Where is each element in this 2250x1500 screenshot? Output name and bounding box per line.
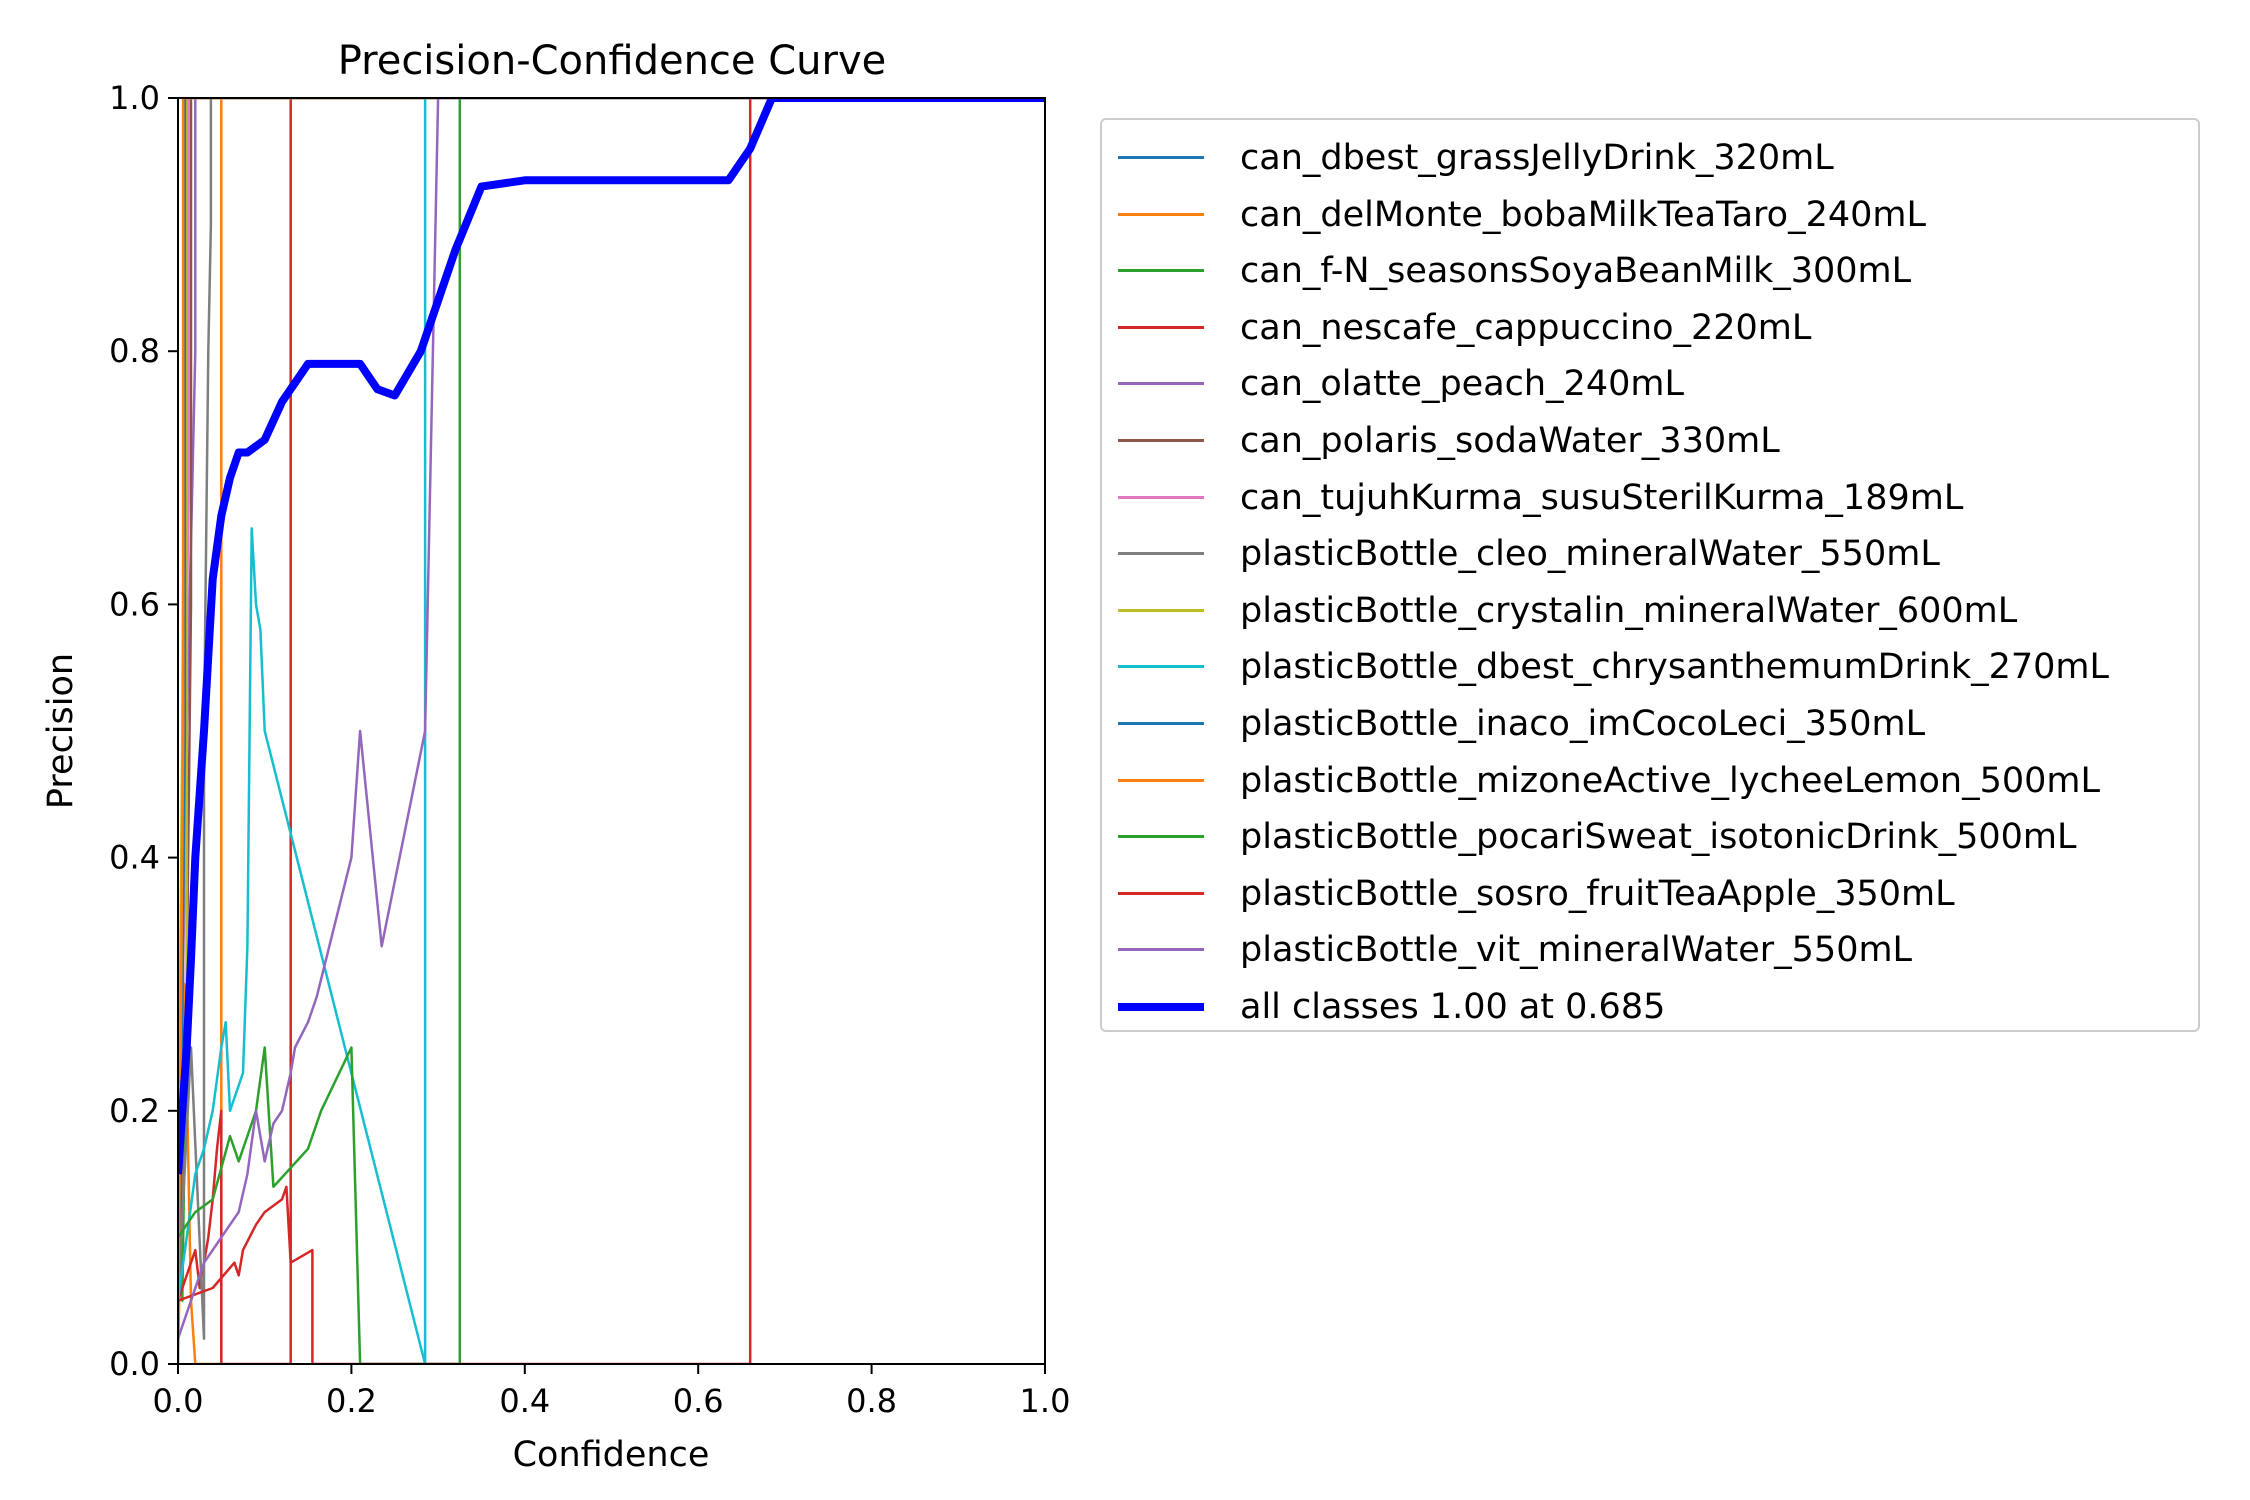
legend-label: plasticBottle_pocariSweat_isotonicDrink_… xyxy=(1240,817,2077,858)
legend-item: can_dbest_grassJellyDrink_320mL xyxy=(1116,130,2196,186)
legend-item: plasticBottle_pocariSweat_isotonicDrink_… xyxy=(1116,809,2196,865)
legend-label: plasticBottle_sosro_fruitTeaApple_350mL xyxy=(1240,873,1955,914)
legend-swatch xyxy=(1118,156,1204,159)
legend-item: can_delMonte_bobaMilkTeaTaro_240mL xyxy=(1116,187,2196,243)
legend-item: can_nescafe_cappuccino_220mL xyxy=(1116,300,2196,356)
legend-swatch xyxy=(1118,891,1204,895)
legend-item: plasticBottle_sosro_fruitTeaApple_350mL xyxy=(1116,866,2196,922)
series-line-11 xyxy=(178,98,1045,1301)
legend-swatch xyxy=(1118,325,1204,329)
legend-item: plasticBottle_cleo_mineralWater_550mL xyxy=(1116,526,2196,582)
legend-swatch xyxy=(1118,948,1204,952)
legend-label: can_tujuhKurma_susuSterilKurma_189mL xyxy=(1240,477,1964,518)
legend-item: can_polaris_sodaWater_330mL xyxy=(1116,413,2196,469)
plot-area xyxy=(178,98,1045,1364)
x-axis-label: Confidence xyxy=(513,1435,710,1475)
x-tick-label: 1.0 xyxy=(1020,1382,1071,1420)
legend-label: can_olatte_peach_240mL xyxy=(1240,364,1684,405)
series-line-7 xyxy=(178,98,1045,1301)
x-tick-label: 0.4 xyxy=(499,1382,550,1420)
y-tick-label: 1.0 xyxy=(109,79,160,117)
series-line-15 xyxy=(178,98,1045,1340)
legend-label: all classes 1.00 at 0.685 xyxy=(1240,987,1666,1027)
legend-item: plasticBottle_crystalin_mineralWater_600… xyxy=(1116,583,2196,639)
series-line-14 xyxy=(178,98,1045,1364)
series-line-3 xyxy=(178,98,1045,1302)
x-axis: 0.0 0.2 0.4 0.6 0.8 1.0 xyxy=(153,1364,1071,1420)
legend-swatch xyxy=(1118,722,1204,725)
legend-item: plasticBottle_mizoneActive_lycheeLemon_5… xyxy=(1116,753,2196,809)
y-tick-label: 0.4 xyxy=(109,839,160,877)
legend-item: plasticBottle_vit_mineralWater_550mL xyxy=(1116,922,2196,978)
legend-item: all classes 1.00 at 0.685 xyxy=(1116,979,2196,1035)
legend-label: plasticBottle_cleo_mineralWater_550mL xyxy=(1240,534,1940,575)
y-tick-label: 0.6 xyxy=(109,585,160,623)
legend-label: can_f-N_seasonsSoyaBeanMilk_300mL xyxy=(1240,251,1912,292)
series-line-10 xyxy=(178,98,1045,1364)
legend-label: can_delMonte_bobaMilkTeaTaro_240mL xyxy=(1240,194,1926,235)
series-line-13 xyxy=(178,98,1045,1364)
y-tick-label: 0.2 xyxy=(109,1092,160,1130)
series-line-12 xyxy=(178,98,1045,1364)
series-line-9 xyxy=(178,98,1045,1238)
plot-frame xyxy=(177,97,1046,1365)
series-line-8 xyxy=(178,98,1045,1340)
y-tick-label: 0.0 xyxy=(109,1345,160,1383)
chart-title: Precision-Confidence Curve xyxy=(338,38,887,84)
legend-swatch xyxy=(1118,552,1204,556)
legend-label: plasticBottle_vit_mineralWater_550mL xyxy=(1240,930,1913,971)
x-tick-label: 0.2 xyxy=(326,1382,377,1420)
legend-label: can_nescafe_cappuccino_220mL xyxy=(1240,307,1812,348)
legend-label: plasticBottle_mizoneActive_lycheeLemon_5… xyxy=(1240,760,2100,801)
y-axis-label: Precision xyxy=(41,653,81,809)
legend-item: plasticBottle_inaco_imCocoLeci_350mL xyxy=(1116,696,2196,752)
series-line-2 xyxy=(178,98,1045,1364)
legend-swatch xyxy=(1118,608,1204,612)
legend-swatch xyxy=(1118,665,1204,669)
legend-label: can_polaris_sodaWater_330mL xyxy=(1240,421,1780,461)
legend-label: can_dbest_grassJellyDrink_320mL xyxy=(1240,138,1834,178)
series-line-4 xyxy=(178,98,1045,1364)
x-tick-label: 0.8 xyxy=(846,1382,897,1420)
legend-item: can_olatte_peach_240mL xyxy=(1116,356,2196,412)
legend: can_dbest_grassJellyDrink_320mL can_delMo… xyxy=(1100,118,2200,1032)
series-line-16 xyxy=(178,98,1045,1175)
legend-swatch xyxy=(1118,439,1204,442)
legend-swatch xyxy=(1118,382,1204,386)
x-tick-label: 0.0 xyxy=(153,1382,204,1420)
legend-swatch xyxy=(1118,269,1204,273)
legend-label: plasticBottle_crystalin_mineralWater_600… xyxy=(1240,590,2018,631)
y-tick-label: 0.8 xyxy=(109,332,160,370)
legend-swatch xyxy=(1118,1003,1204,1011)
legend-item: can_f-N_seasonsSoyaBeanMilk_300mL xyxy=(1116,243,2196,299)
series-line-5 xyxy=(178,98,1045,1238)
series-line-6 xyxy=(178,98,1045,1301)
legend-item: can_tujuhKurma_susuSterilKurma_189mL xyxy=(1116,470,2196,526)
legend-swatch xyxy=(1118,212,1204,216)
legend-swatch xyxy=(1118,778,1204,782)
legend-label: plasticBottle_inaco_imCocoLeci_350mL xyxy=(1240,704,1926,744)
legend-swatch xyxy=(1118,495,1204,499)
x-tick-label: 0.6 xyxy=(673,1382,724,1420)
legend-label: plasticBottle_dbest_chrysanthemumDrink_2… xyxy=(1240,647,2109,688)
series-line-1 xyxy=(178,98,1045,1301)
legend-swatch xyxy=(1118,835,1204,839)
legend-item: plasticBottle_dbest_chrysanthemumDrink_2… xyxy=(1116,639,2196,695)
y-axis: 0.0 0.2 0.4 0.6 0.8 1.0 xyxy=(109,79,178,1383)
